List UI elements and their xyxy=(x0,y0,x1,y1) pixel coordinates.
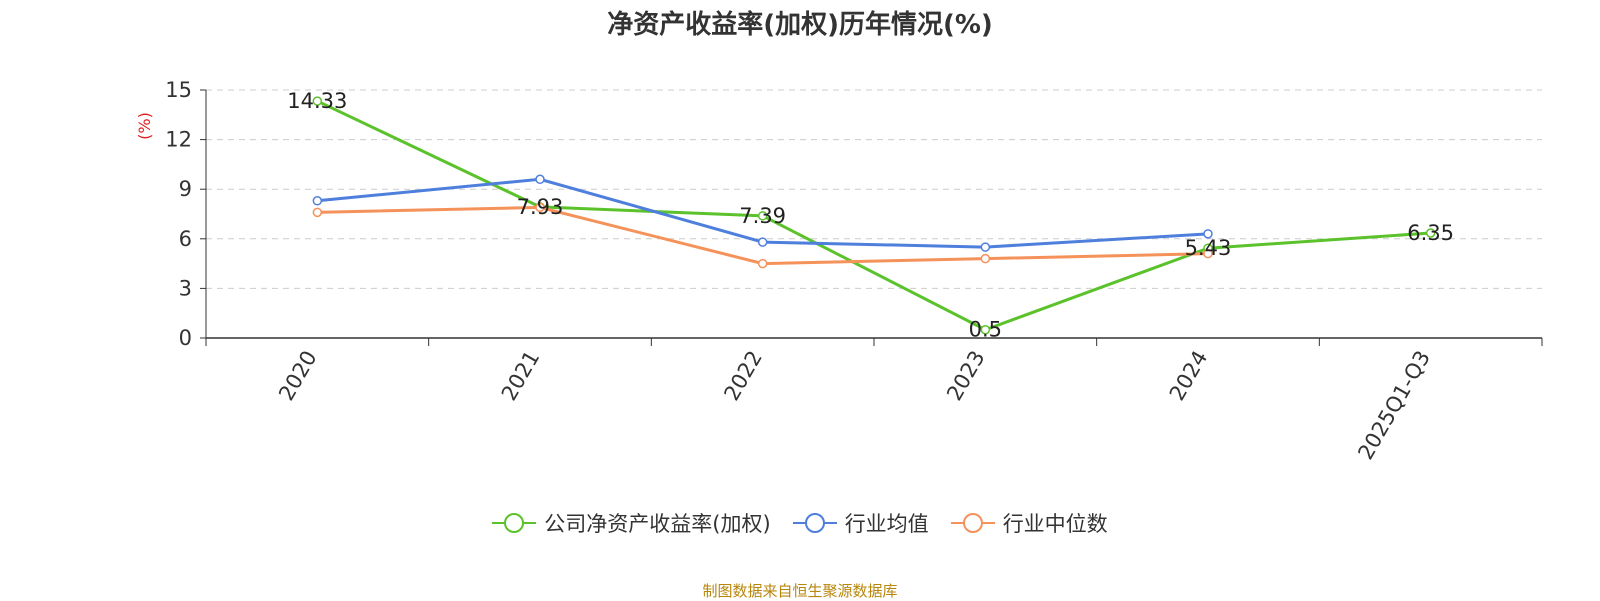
y-tick-label: 9 xyxy=(179,177,192,201)
x-tick-label: 2025Q1-Q3 xyxy=(1353,347,1435,464)
series-point-0 xyxy=(980,324,991,335)
y-tick-label: 12 xyxy=(165,128,192,152)
series-point-2 xyxy=(980,253,991,264)
legend-swatch-icon xyxy=(950,513,995,533)
chart-title: 净资产收益率(加权)历年情况(%) xyxy=(607,10,993,40)
x-tick-label: 2020 xyxy=(274,347,322,405)
series-point-2 xyxy=(1203,248,1213,259)
series-point-0 xyxy=(1425,228,1436,238)
x-tick-label: 2021 xyxy=(497,347,545,405)
y-axis-label: (%) xyxy=(135,112,154,140)
series-point-0 xyxy=(757,211,768,221)
legend-swatch-circle xyxy=(804,513,825,533)
data-label: 7.39 xyxy=(739,204,786,228)
series-point-0 xyxy=(312,96,323,106)
source-note: 制图数据来自恒生聚源数据库 xyxy=(702,582,898,600)
data-label: 0.5 xyxy=(969,318,1002,342)
series-point-1 xyxy=(1203,229,1213,239)
legend-swatch-icon xyxy=(492,513,537,533)
y-tick-label: 3 xyxy=(179,276,192,300)
series-point-1 xyxy=(535,174,545,185)
y-tick-label: 6 xyxy=(179,227,192,251)
series-point-1 xyxy=(757,237,768,247)
series-point-2 xyxy=(757,258,768,269)
legend-label: 公司净资产收益率(加权) xyxy=(544,512,771,536)
x-tick-label: 2023 xyxy=(942,346,990,404)
series-line-0 xyxy=(316,99,1431,332)
series-point-2 xyxy=(312,207,323,218)
legend-label: 行业中位数 xyxy=(1002,512,1108,536)
legend-swatch-circle xyxy=(962,513,983,533)
legend-swatch-circle xyxy=(504,513,525,533)
series-point-1 xyxy=(980,242,991,252)
legend-item-0[interactable]: 公司净资产收益率(加权) xyxy=(492,508,771,538)
data-label: 6.35 xyxy=(1407,221,1454,245)
legend-item-1[interactable]: 行业均值 xyxy=(792,508,929,538)
legend-swatch-icon xyxy=(792,513,837,533)
y-tick-label: 0 xyxy=(179,326,192,350)
x-tick-label: 2022 xyxy=(719,347,767,405)
legend-item-2[interactable]: 行业中位数 xyxy=(950,508,1108,538)
series-point-2 xyxy=(535,202,545,213)
x-tick-label: 2024 xyxy=(1165,347,1213,405)
data-label: 5.43 xyxy=(1185,236,1232,260)
legend-label: 行业均值 xyxy=(844,512,929,536)
data-label: 14.33 xyxy=(287,89,347,113)
y-tick-label: 15 xyxy=(165,78,192,102)
legend: 公司净资产收益率(加权) 行业均值 行业中位数 xyxy=(0,508,1600,538)
series-point-1 xyxy=(312,196,323,206)
data-label: 7.93 xyxy=(517,195,564,219)
